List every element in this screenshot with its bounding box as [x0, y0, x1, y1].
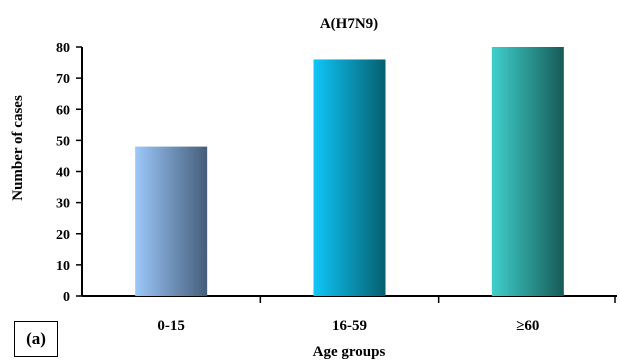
x-tick-label: 0-15 — [157, 318, 185, 334]
bar — [491, 47, 564, 296]
y-tick-label: 50 — [56, 134, 70, 149]
bar — [313, 59, 386, 297]
y-tick-label: 30 — [56, 197, 70, 212]
chart-title: A(H7N9) — [320, 16, 378, 32]
plot-area: 0 10 20 30 40 50 60 70 80 0-15 16-59 ≥60 — [56, 41, 617, 334]
y-axis-label: Number of cases — [10, 95, 26, 201]
x-tick-label: 16-59 — [332, 318, 367, 334]
y-tick-label: 70 — [56, 72, 70, 87]
y-tick-label: 80 — [56, 41, 70, 56]
bar — [135, 146, 208, 296]
y-tick-label: 10 — [56, 259, 70, 274]
y-tick-label: 20 — [56, 228, 70, 243]
y-tick-label: 40 — [56, 166, 70, 181]
panel-label: (a) — [14, 321, 58, 357]
y-tick-label: 0 — [63, 290, 70, 305]
x-axis-label: Age groups — [313, 344, 386, 360]
y-tick-label: 60 — [56, 103, 70, 118]
x-tick-label: ≥60 — [516, 318, 539, 334]
